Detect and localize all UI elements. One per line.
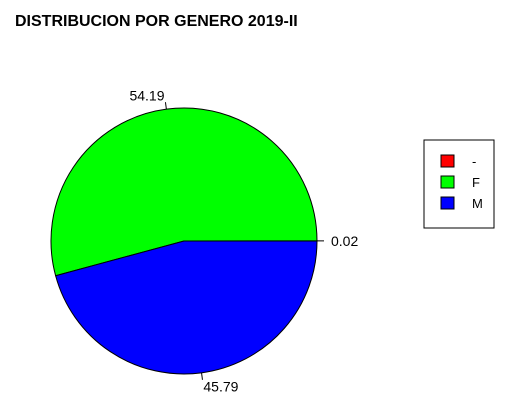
legend-box bbox=[424, 140, 494, 228]
legend-swatch bbox=[441, 176, 454, 188]
legend-label: M bbox=[472, 196, 483, 211]
slice-value-label: 54.19 bbox=[129, 87, 164, 103]
slice-value-label: 0.02 bbox=[331, 233, 358, 249]
slice-label-tick bbox=[165, 102, 166, 109]
legend-label: - bbox=[472, 154, 476, 169]
legend-label: F bbox=[472, 175, 480, 190]
pie-slices bbox=[51, 108, 317, 374]
legend-swatch bbox=[441, 155, 454, 167]
slice-value-label: 45.79 bbox=[203, 379, 238, 395]
chart-title: DISTRIBUCION POR GENERO 2019-II bbox=[15, 13, 298, 30]
legend-swatch bbox=[441, 197, 454, 209]
slice-label-tick bbox=[202, 373, 203, 380]
chart-legend: - FM bbox=[424, 140, 494, 228]
